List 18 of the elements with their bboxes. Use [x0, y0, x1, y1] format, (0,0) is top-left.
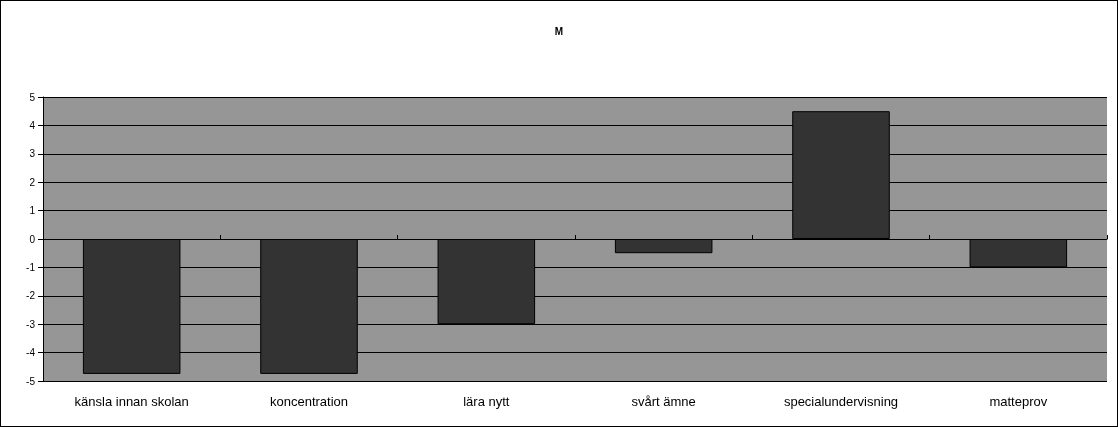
y-tick-label: 2	[29, 176, 36, 188]
y-tick-label: 1	[29, 205, 36, 217]
x-tick-label: känsla innan skolan	[74, 394, 189, 409]
y-tick-label: -5	[26, 375, 36, 387]
y-tick-label: 5	[29, 91, 36, 103]
x-tick-label: matteprov	[989, 394, 1048, 409]
x-tick-label: koncentration	[269, 394, 349, 409]
y-tick-label: 3	[29, 148, 36, 160]
y-tick-label: 0	[29, 233, 36, 245]
y-tick-label: -2	[26, 290, 36, 302]
x-tick-label: specialundervisning	[783, 394, 899, 409]
y-tick-label: -4	[26, 347, 36, 359]
x-tick-label: svårt ämne	[631, 394, 696, 409]
chart-title: M	[554, 25, 564, 37]
y-tick-label: -3	[26, 318, 36, 330]
y-tick-label: -1	[26, 261, 36, 273]
x-tick-label: lära nytt	[463, 394, 510, 409]
y-tick-label: 4	[29, 119, 36, 131]
